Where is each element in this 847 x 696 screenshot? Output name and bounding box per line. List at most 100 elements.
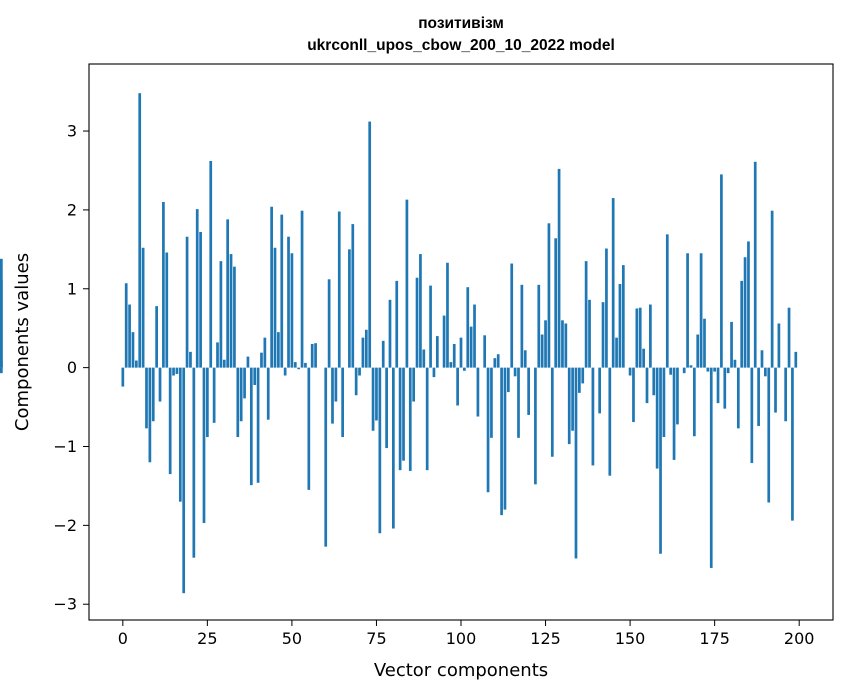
- bar-92: [432, 367, 436, 378]
- bar-68: [351, 224, 355, 368]
- bar-188: [757, 367, 760, 426]
- bar-23: [199, 231, 202, 368]
- bar-84: [405, 199, 409, 368]
- bar-38: [249, 367, 253, 486]
- x-tick-label: 125: [530, 629, 561, 648]
- bar-127: [550, 367, 554, 457]
- y-tick-label: −2: [53, 516, 77, 535]
- bar-90: [425, 367, 429, 471]
- bar-134: [574, 367, 578, 559]
- bar-136: [581, 367, 585, 384]
- bar-192: [770, 210, 774, 368]
- bar-115: [510, 263, 514, 368]
- bar-184: [743, 257, 747, 368]
- bars-group: [0, 93, 798, 594]
- bar-177: [720, 174, 723, 368]
- bar-80: [392, 367, 395, 529]
- bar-100: [459, 337, 463, 368]
- bar-55: [307, 367, 311, 490]
- bar-33: [233, 266, 236, 368]
- bar-160: [662, 367, 666, 438]
- bar-54: [304, 362, 307, 368]
- bar-10: [155, 306, 158, 368]
- chart-subtitle: ukrconll_upos_cbow_200_10_2022 model: [307, 37, 615, 54]
- bar-83: [402, 367, 405, 461]
- bar-5: [138, 93, 142, 368]
- bar-86: [412, 367, 416, 402]
- bar-126: [547, 223, 551, 368]
- bar-180: [730, 321, 733, 368]
- bar-171: [699, 253, 703, 368]
- bar-18: [182, 367, 186, 594]
- bar-161: [665, 234, 669, 368]
- bar-99: [456, 367, 459, 406]
- bar-7: [145, 367, 148, 429]
- bar-186: [750, 367, 754, 464]
- bar-85: [408, 367, 412, 471]
- bar-11: [158, 367, 162, 402]
- bar-175: [713, 367, 716, 372]
- bar-71: [361, 337, 365, 368]
- bar-185: [747, 241, 750, 368]
- bar-158: [655, 367, 659, 469]
- bar-187: [753, 161, 757, 368]
- bar-157: [652, 367, 656, 396]
- bar-132: [567, 367, 571, 445]
- bar-21: [192, 367, 196, 558]
- bar-6: [141, 247, 145, 368]
- bar-130: [561, 320, 564, 368]
- bar-62: [331, 367, 334, 424]
- bar-141: [598, 367, 602, 414]
- bar-53: [300, 210, 304, 368]
- bar-13: [165, 252, 169, 368]
- bar-176: [716, 367, 720, 404]
- bar-174: [709, 367, 713, 568]
- bar-15: [172, 367, 175, 376]
- bar-166: [682, 367, 686, 374]
- bar-108: [486, 367, 490, 493]
- x-tick-label: 75: [366, 629, 386, 648]
- bar-26: [209, 161, 213, 368]
- bar-110: [493, 358, 497, 368]
- bar-72: [364, 329, 368, 368]
- bar-120: [527, 367, 530, 415]
- bar-135: [578, 367, 581, 393]
- bar-197: [787, 307, 791, 368]
- bar-24: [202, 367, 206, 523]
- bar-30: [222, 359, 226, 368]
- bar-45: [273, 247, 277, 368]
- bar-12: [162, 202, 165, 368]
- bar-168: [689, 365, 693, 368]
- bar-148: [621, 265, 625, 368]
- bar-178: [723, 367, 727, 409]
- bar-128: [554, 238, 558, 368]
- bar-105: [476, 367, 480, 417]
- bar-146: [615, 337, 618, 368]
- bar-22: [195, 209, 199, 368]
- bar-28: [216, 342, 219, 368]
- bar-27: [212, 367, 216, 423]
- bar-199: [794, 351, 798, 368]
- bar-56: [310, 343, 314, 368]
- y-tick-label: −3: [53, 595, 77, 614]
- bar-117: [517, 367, 520, 438]
- bar-81: [395, 280, 399, 368]
- x-tick-label: 100: [446, 629, 477, 648]
- bar-20: [189, 351, 192, 368]
- bar-159: [659, 367, 662, 554]
- bar-143: [605, 248, 608, 368]
- bar-198: [791, 367, 794, 521]
- bar-75: [375, 367, 378, 421]
- bar-98: [452, 343, 456, 368]
- bar-118: [520, 284, 524, 368]
- bar-182: [736, 367, 740, 429]
- bar-44: [270, 206, 273, 368]
- bar-82: [398, 367, 402, 471]
- bar-112: [500, 367, 503, 516]
- bar-173: [706, 367, 710, 372]
- bar-119: [523, 350, 527, 368]
- bar-60: [324, 367, 328, 547]
- bar-139: [591, 367, 595, 466]
- bar-0: [121, 367, 125, 387]
